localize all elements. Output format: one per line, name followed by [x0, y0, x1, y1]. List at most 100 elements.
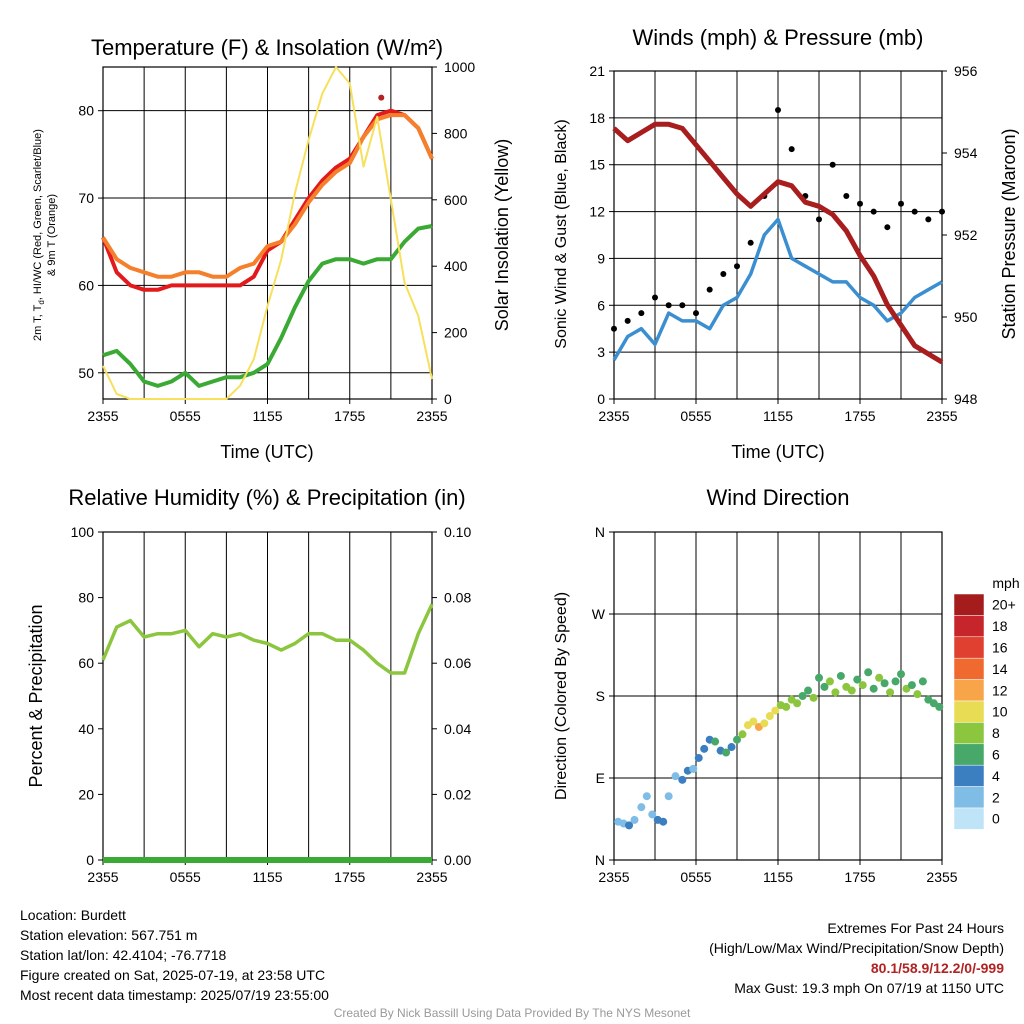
- extremes-values: 80.1/58.9/12.2/0/-999: [870, 960, 1004, 976]
- panel4-ytick-label: N: [595, 524, 605, 540]
- panel1-xtick-label: 0555: [170, 408, 201, 424]
- panel3-ylabel: Percent & Precipitation: [26, 604, 46, 787]
- panel1-y2tick-label: 400: [444, 258, 468, 274]
- panel3-ytick-label: 40: [78, 721, 94, 737]
- panel3-title: Relative Humidity (%) & Precipitation (i…: [68, 485, 465, 510]
- panel2-ytick-label: 15: [589, 157, 605, 173]
- panel1-ylabel-sub: d: [37, 300, 46, 304]
- panel1-xtick-label: 2355: [87, 408, 118, 424]
- direction-point: [722, 748, 731, 757]
- direction-point: [793, 699, 802, 708]
- direction-point: [815, 673, 823, 682]
- legend-label: 12: [992, 682, 1008, 698]
- panel1-xtick-label: 2355: [416, 408, 447, 424]
- legend-title: mph: [992, 575, 1019, 591]
- direction-point: [782, 702, 791, 711]
- direction-point: [847, 686, 856, 695]
- legend-label: 14: [992, 661, 1008, 677]
- station-info: Location: Burdett Station elevation: 567…: [20, 905, 329, 1005]
- panel-humidity: Relative Humidity (%) & Precipitation (i…: [26, 485, 466, 788]
- gust-point: [870, 208, 877, 215]
- panel1-xtick-label: 1155: [252, 408, 282, 424]
- direction-point: [648, 810, 657, 819]
- direction-point: [858, 681, 867, 690]
- panel3-y2tick-label: 0.08: [444, 590, 471, 606]
- gust-point: [652, 294, 658, 301]
- legend-swatch: [953, 615, 985, 638]
- panel1-xtick-label: 1755: [334, 408, 365, 424]
- panel2-y2tick-label: 948: [954, 391, 978, 407]
- panel2-ytick-label: 3: [597, 344, 605, 360]
- panel2-xtick-label: 1155: [763, 408, 793, 424]
- direction-point: [869, 684, 878, 693]
- panel2-y2tick-label: 950: [954, 309, 978, 325]
- panel1-y2label: Solar Insolation (Yellow): [492, 139, 512, 331]
- panel1-title: Temperature (F) & Insolation (W/m²): [91, 35, 443, 60]
- max-gust: Max Gust: 19.3 mph On 07/19 at 1150 UTC: [734, 980, 1004, 996]
- direction-point: [820, 682, 829, 691]
- direction-point: [771, 706, 780, 715]
- temp-max-marker: [378, 94, 385, 101]
- panel1-ylabel: 2m T, Td, HI/WC (Red, Green, Scarlet/Blu…: [32, 129, 46, 341]
- panel4-ytick-label: E: [596, 770, 605, 786]
- temp-series-2: [102, 224, 433, 388]
- direction-point: [825, 677, 834, 686]
- extremes-subtitle: (High/Low/Max Wind/Precipitation/Snow De…: [709, 940, 1004, 956]
- panel1-ylabel-a: 2m T, T: [32, 304, 44, 341]
- temp-series-0: [101, 108, 434, 292]
- gust-point: [829, 161, 836, 168]
- panel3-ytick-label: 60: [78, 655, 94, 671]
- panel2-xtick-label: 2355: [598, 408, 629, 424]
- direction-point: [913, 690, 922, 699]
- panel2-ytick-label: 9: [597, 250, 605, 266]
- gust-point: [720, 271, 727, 278]
- panel3-ytick-label: 0: [86, 852, 94, 868]
- direction-point: [630, 815, 639, 824]
- panel4-xtick-label: 0555: [680, 869, 711, 885]
- legend-swatch: [953, 722, 985, 745]
- legend-swatch: [953, 743, 985, 766]
- direction-point: [853, 675, 862, 684]
- info-created: Figure created on Sat, 2025-07-19, at 23…: [20, 967, 326, 983]
- gust-point: [624, 317, 631, 324]
- panel2-ylabel: Sonic Wind & Gust (Blue, Black): [553, 119, 570, 348]
- panel2-xtick-label: 2355: [926, 408, 957, 424]
- panel1-ylabel-2: & 9m T (Orange): [46, 194, 58, 276]
- direction-point: [694, 753, 703, 762]
- direction-point: [831, 688, 840, 697]
- panel3-xtick-label: 2355: [416, 869, 447, 885]
- direction-point: [864, 668, 873, 677]
- panel1-ytick-label: 50: [78, 365, 94, 381]
- panel-winds: Winds (mph) & Pressure (mb) Time (UTC) S…: [553, 25, 1019, 462]
- direction-point: [897, 670, 905, 679]
- panel4-ytick-label: S: [596, 688, 605, 704]
- panel3-y2tick-label: 0.10: [444, 524, 471, 540]
- panel4-title: Wind Direction: [706, 485, 849, 510]
- panel4-xtick-label: 1155: [763, 869, 793, 885]
- panel2-ytick-label: 12: [589, 204, 605, 220]
- direction-point: [671, 772, 680, 781]
- panel3-xtick-label: 2355: [87, 869, 118, 885]
- direction-point: [642, 792, 651, 801]
- direction-point: [738, 730, 747, 739]
- direction-point: [886, 688, 895, 697]
- panel2-y2tick-label: 956: [954, 63, 978, 79]
- direction-point: [765, 712, 774, 721]
- panel2-xtick-label: 1755: [844, 408, 875, 424]
- gust-point: [843, 192, 850, 199]
- direction-point: [727, 743, 736, 752]
- panel1-y2tick-label: 200: [444, 325, 468, 341]
- legend-label: 18: [992, 618, 1008, 634]
- legend-swatch: [953, 807, 985, 830]
- panel1-y2tick-label: 0: [444, 391, 452, 407]
- gust-point: [816, 216, 822, 223]
- direction-point: [711, 737, 720, 746]
- panel4-xtick-label: 2355: [598, 869, 629, 885]
- legend-swatch: [953, 657, 985, 680]
- panel3-ytick-label: 80: [78, 590, 94, 606]
- gust-point: [734, 263, 740, 270]
- panel3-ytick-label: 100: [71, 524, 95, 540]
- direction-point: [689, 764, 698, 773]
- info-recent: Most recent data timestamp: 2025/07/19 2…: [20, 987, 329, 1003]
- panel2-y2label: Station Pressure (Maroon): [999, 128, 1019, 339]
